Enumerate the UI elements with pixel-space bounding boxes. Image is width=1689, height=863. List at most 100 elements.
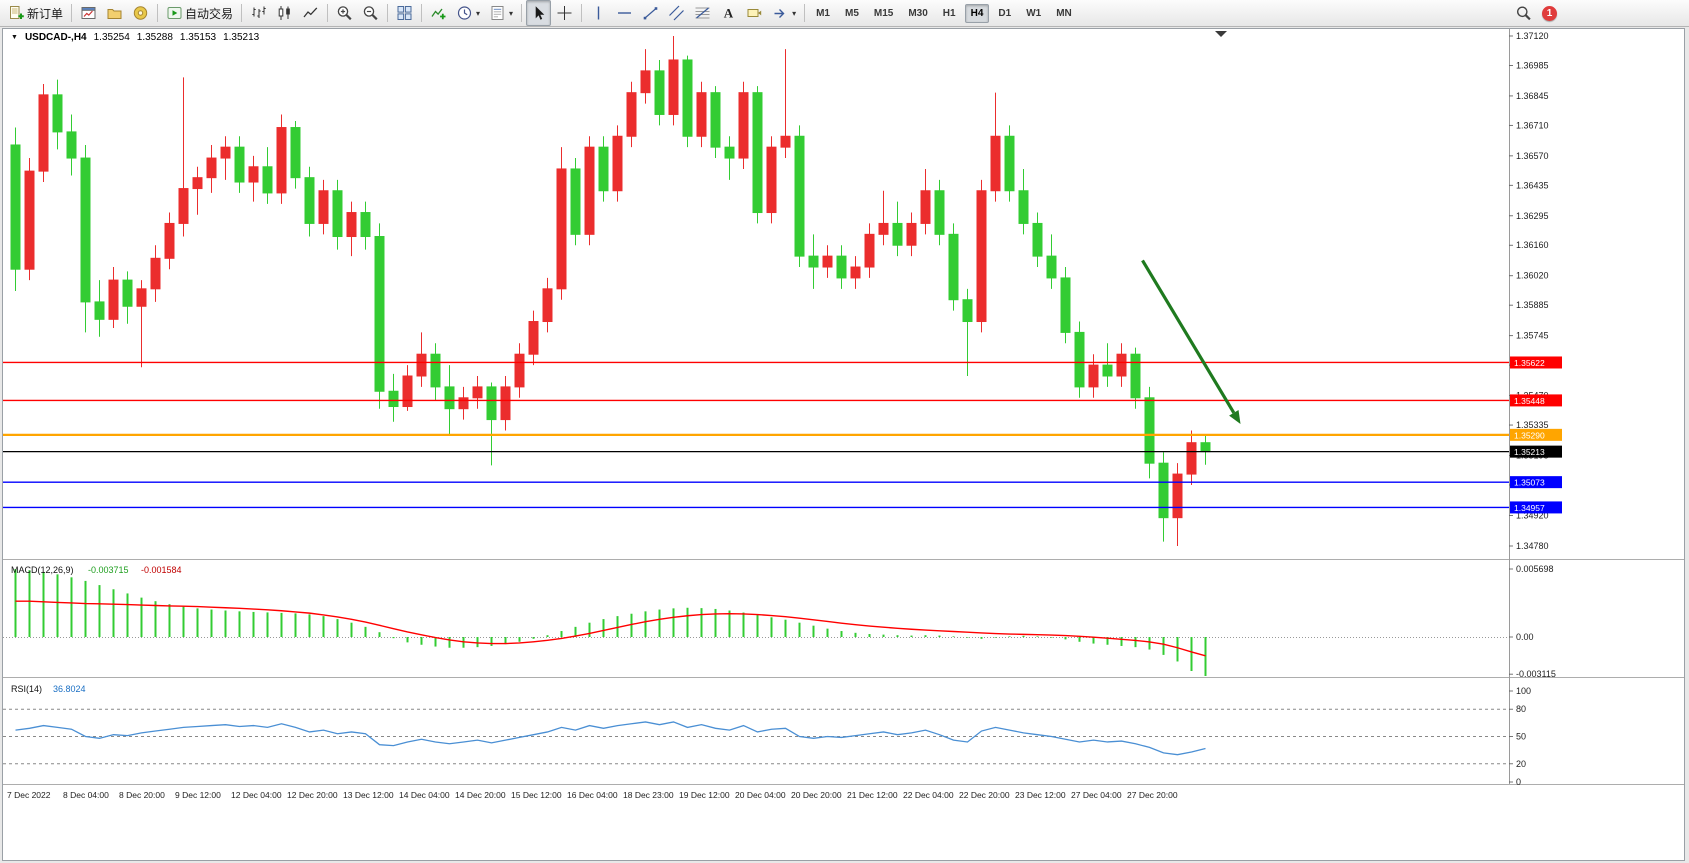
- timeframe-w1-button[interactable]: W1: [1026, 7, 1042, 19]
- toolbar-separator: [241, 4, 243, 22]
- equidistant-channel-button[interactable]: [664, 0, 689, 26]
- price-badge-1.35213: [1510, 445, 1562, 458]
- autotrading-button-label: 自动交易: [185, 6, 234, 21]
- macd-signal-line: [15, 600, 1206, 657]
- price-badge-label: 1.35073: [1514, 478, 1545, 488]
- rsi-axis-label: 50: [1516, 732, 1526, 742]
- toolbar-separator: [581, 4, 583, 22]
- notifications-badge[interactable]: 1: [1542, 5, 1557, 21]
- new-chart-button[interactable]: [76, 0, 101, 26]
- price-axis[interactable]: 1.37120 1.36985 1.36845 1.36710 1.36570 1.364…: [1509, 31, 1562, 551]
- time-axis-label: 8 Dec 04:00: [63, 790, 109, 800]
- price-badge-label: 1.34957: [1514, 503, 1545, 513]
- text-label-icon: [746, 5, 763, 21]
- autotrading-button[interactable]: 自动交易: [162, 0, 237, 26]
- chevron-down-icon: ▾: [509, 8, 514, 18]
- periods-button[interactable]: ▾: [452, 0, 484, 26]
- timeframe-m1-button[interactable]: M1: [816, 7, 830, 19]
- macd-label: MACD(12,26,9): [11, 565, 74, 575]
- cursor-button[interactable]: [526, 0, 552, 26]
- timeframe-h4-button[interactable]: H4: [964, 3, 990, 23]
- price-axis-label: 1.36020: [1516, 271, 1549, 281]
- rsi-axis-label: 0: [1516, 777, 1521, 787]
- horizontal-line-button[interactable]: [612, 0, 637, 26]
- price-badge-1.35290: [1510, 428, 1562, 441]
- tile-windows-icon: [396, 5, 413, 21]
- indicators-button[interactable]: [426, 0, 451, 26]
- time-axis-label: 27 Dec 04:00: [1071, 790, 1122, 800]
- time-axis-label: 22 Dec 20:00: [959, 790, 1010, 800]
- macd-axis-label: 0.00: [1516, 632, 1534, 642]
- horizontal-lines: [3, 361, 1509, 509]
- templates-button[interactable]: ▾: [485, 0, 517, 26]
- crosshair-icon: [556, 5, 573, 21]
- toolbar-separator: [421, 4, 423, 22]
- zoom-out-button[interactable]: [358, 0, 383, 26]
- rsi-label: RSI(14): [11, 684, 42, 694]
- fibonacci-button[interactable]: [690, 0, 715, 26]
- trendline-button[interactable]: [638, 0, 663, 26]
- time-axis-label: 21 Dec 12:00: [847, 790, 898, 800]
- candlestick-chart-button[interactable]: [272, 0, 297, 26]
- line-chart-button[interactable]: [298, 0, 323, 26]
- price-badge-1.35448: [1510, 394, 1562, 407]
- chart-plot-area[interactable]: [3, 29, 1509, 559]
- chart-low-value: 1.35153: [179, 32, 217, 43]
- text-button[interactable]: A: [716, 0, 741, 26]
- new-order-button[interactable]: 新订单: [4, 0, 67, 26]
- price-axis-area[interactable]: [1509, 29, 1684, 784]
- price-axis-label: 1.37120: [1516, 31, 1549, 41]
- rsi-plot-area[interactable]: [3, 679, 1509, 784]
- zoom-in-button[interactable]: [332, 0, 357, 26]
- price-badge-1.35622: [1510, 356, 1562, 369]
- timeframe-m5-button[interactable]: M5: [844, 7, 859, 19]
- time-axis-area[interactable]: [3, 785, 1509, 809]
- price-axis-label: 1.34920: [1516, 510, 1549, 520]
- toolbar-separator: [521, 4, 523, 22]
- time-axis-label: 27 Dec 20:00: [1127, 790, 1178, 800]
- price-axis-label: 1.36435: [1516, 180, 1549, 190]
- price-axis-label: 1.36160: [1516, 240, 1549, 250]
- price-axis-label: 1.36295: [1516, 211, 1549, 221]
- chevron-down-icon: ▾: [476, 8, 481, 18]
- toolbar-separator: [327, 4, 329, 22]
- search-icon: [1515, 5, 1532, 21]
- search-button[interactable]: [1511, 0, 1536, 26]
- trend-arrow-annotation[interactable]: [1141, 259, 1241, 424]
- panel-frame: [3, 29, 1684, 785]
- autotrading-icon: [166, 5, 183, 21]
- vertical-line-button[interactable]: [586, 0, 611, 26]
- time-axis-label: 14 Dec 20:00: [455, 790, 506, 800]
- fibonacci-icon: [694, 5, 711, 21]
- time-axis-label: 14 Dec 04:00: [399, 790, 450, 800]
- rsi-axis-label: 100: [1516, 686, 1531, 696]
- price-badge-1.35073: [1510, 476, 1562, 489]
- timeframe-d1-button[interactable]: D1: [998, 7, 1012, 19]
- chart-high-value: 1.35288: [136, 32, 173, 43]
- indicators-icon: [430, 5, 447, 21]
- timeframe-m15-button[interactable]: M15: [873, 7, 894, 19]
- toolbar-separator: [387, 4, 389, 22]
- text-label-button[interactable]: [742, 0, 767, 26]
- new-order-button-label: 新订单: [27, 6, 64, 21]
- one-click-toggle-icon[interactable]: ▼: [11, 34, 18, 41]
- profiles-button[interactable]: [102, 0, 127, 26]
- timeframe-mn-button[interactable]: MN: [1056, 7, 1072, 19]
- arrows-button[interactable]: ▾: [768, 0, 800, 26]
- cursor-icon: [530, 5, 547, 21]
- time-axis-label: 20 Dec 20:00: [791, 790, 842, 800]
- time-axis-label: 12 Dec 20:00: [287, 790, 338, 800]
- rsi-line: [15, 721, 1206, 756]
- templates-icon: [489, 5, 506, 21]
- toolbar-separator: [804, 4, 806, 22]
- timeframe-h1-button[interactable]: H1: [942, 7, 956, 19]
- chart-shift-marker[interactable]: [1215, 31, 1227, 37]
- tile-windows-button[interactable]: [392, 0, 417, 26]
- price-badge-label: 1.35622: [1514, 358, 1545, 368]
- crosshair-button[interactable]: [552, 0, 577, 26]
- metaeditor-button[interactable]: [128, 0, 153, 26]
- macd-plot-area[interactable]: [3, 561, 1509, 677]
- time-axis[interactable]: 7 Dec 2022 8 Dec 04:00 8 Dec 20:00 9 Dec 12…: [7, 790, 1178, 800]
- timeframe-m30-button[interactable]: M30: [908, 7, 928, 19]
- bar-chart-button[interactable]: [246, 0, 271, 26]
